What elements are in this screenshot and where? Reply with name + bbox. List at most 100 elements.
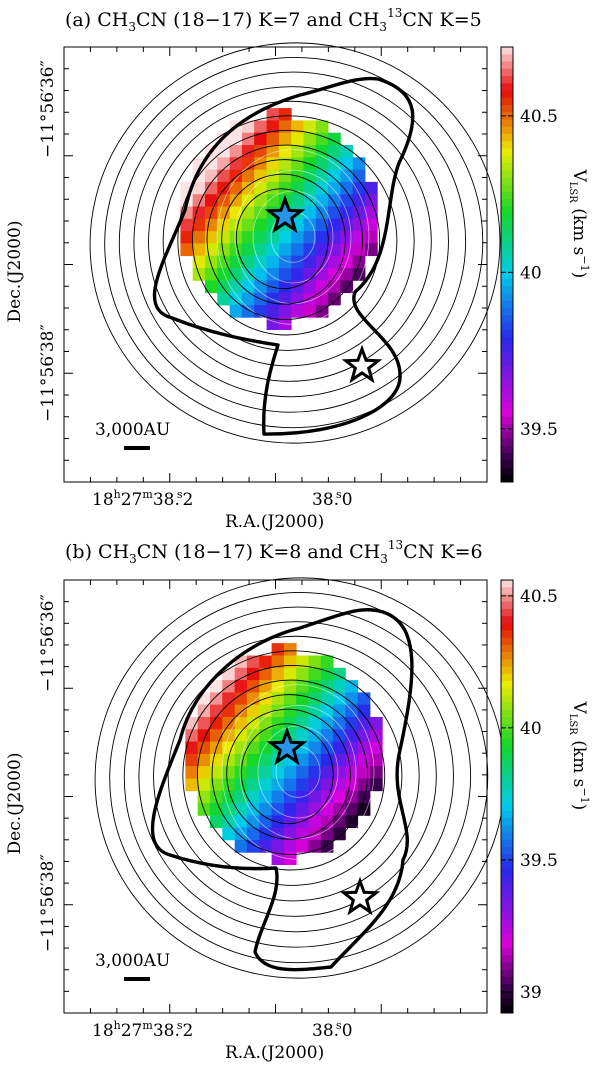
colorbar-segment xyxy=(501,760,513,769)
colorbar-segment xyxy=(501,373,513,381)
map-pixel xyxy=(296,692,309,706)
map-pixel xyxy=(303,120,317,134)
colorbar-segment xyxy=(501,199,513,207)
map-pixel xyxy=(328,243,341,257)
map-pixel xyxy=(254,255,267,269)
intensity-contour-light xyxy=(221,684,375,860)
colorbar-segment xyxy=(501,97,513,106)
scale-bar xyxy=(124,446,150,450)
map-pixel xyxy=(328,194,341,207)
colorbar-segment xyxy=(501,163,513,171)
colorbar-segment xyxy=(501,286,513,294)
map-pixel xyxy=(320,766,334,779)
map-pixel xyxy=(320,741,334,755)
colorbar-segment xyxy=(501,366,513,374)
map-pixel xyxy=(352,218,366,232)
chart-title: (b) CH3CN (18−17) K=8 and CH313CN K=6 xyxy=(65,538,483,566)
colorbar-segment xyxy=(501,666,513,675)
colorbar-segment xyxy=(501,250,513,258)
map-pixel xyxy=(328,132,341,146)
map-pixel xyxy=(185,717,199,730)
colorbar-segment xyxy=(501,644,513,653)
map-pixel xyxy=(241,194,255,207)
map-pixel xyxy=(271,729,285,742)
map-pixel xyxy=(259,717,272,730)
colorbar-segment xyxy=(501,68,513,77)
map-pixel xyxy=(259,667,272,681)
map-pixel xyxy=(352,255,366,269)
map-pixel xyxy=(357,717,371,730)
contour-line xyxy=(167,650,420,902)
map-pixel xyxy=(345,717,359,730)
colorbar-segment xyxy=(501,796,513,805)
colorbar-segment xyxy=(501,616,513,624)
map-pixel xyxy=(296,717,309,730)
map-pixel xyxy=(283,815,297,829)
colorbar-segment xyxy=(501,673,513,682)
map-pixel xyxy=(241,280,255,294)
map-pixel xyxy=(266,108,280,121)
map-pixel xyxy=(333,704,346,718)
map-pixel xyxy=(246,803,260,816)
thick-contour xyxy=(152,76,415,436)
colorbar-tick-label: 40.5 xyxy=(520,587,558,607)
map-pixel xyxy=(241,231,255,244)
map-pixel xyxy=(303,218,317,232)
map-pixel xyxy=(333,815,346,829)
contour-line xyxy=(197,679,386,871)
colorbar-segment xyxy=(501,264,513,273)
map-pixel xyxy=(222,680,235,693)
colorbar-segment xyxy=(501,119,513,128)
contour-line xyxy=(235,188,329,290)
map-pixel xyxy=(303,132,317,146)
map-pixel xyxy=(234,692,248,706)
map-pixel xyxy=(333,680,346,693)
map-pixel xyxy=(315,292,329,306)
map-pixel xyxy=(259,803,272,816)
colorbar-segment xyxy=(501,141,513,149)
colorbar-segment xyxy=(501,460,513,468)
colorbar-segment xyxy=(501,861,513,870)
map-pixel xyxy=(345,803,359,816)
colorbar-segment xyxy=(501,344,513,352)
map-pixel xyxy=(210,753,223,767)
colorbar: 40.5 40 39.5 VLSR (km s−1) xyxy=(500,46,591,483)
map-pixel xyxy=(254,120,267,134)
map-pixel xyxy=(296,753,309,767)
map-pixel xyxy=(291,120,304,134)
contour-line xyxy=(123,606,472,948)
map-pixel xyxy=(222,753,235,767)
colorbar-segment xyxy=(501,192,513,200)
x-tick-label: 18h27m38.s2 xyxy=(92,488,193,510)
colorbar-segment xyxy=(501,709,513,718)
map-pixel xyxy=(308,803,322,816)
colorbar-segment xyxy=(501,300,513,309)
map-pixel xyxy=(192,206,206,220)
map-pixel xyxy=(296,655,309,669)
map-pixel xyxy=(229,255,243,269)
map-pixel xyxy=(333,753,346,767)
map-pixel xyxy=(328,280,341,294)
colorbar-segment xyxy=(501,637,513,646)
map-pixel xyxy=(278,132,292,146)
map-pixel xyxy=(222,766,235,779)
map-pixel xyxy=(192,231,206,244)
x-axis-label: R.A.(J2000) xyxy=(225,1043,324,1063)
colorbar-segment xyxy=(501,969,513,978)
contour-line xyxy=(133,86,449,398)
map-pixel xyxy=(234,840,248,853)
map-pixel xyxy=(328,218,341,232)
map-pixel xyxy=(333,729,346,742)
contour-line xyxy=(177,129,398,351)
map-pixel xyxy=(229,292,243,306)
map-pixel xyxy=(291,132,304,146)
map-pixel xyxy=(303,181,317,195)
map-pixel xyxy=(185,778,199,792)
map-pixel xyxy=(315,280,329,294)
colorbar-segment xyxy=(501,998,513,1007)
colorbar-segment xyxy=(501,991,513,1000)
map-pixel xyxy=(259,655,272,669)
colorbar-segment xyxy=(501,351,513,360)
colorbar-segment xyxy=(501,474,513,483)
y-tick-label: −11°56′38″ xyxy=(38,854,58,952)
